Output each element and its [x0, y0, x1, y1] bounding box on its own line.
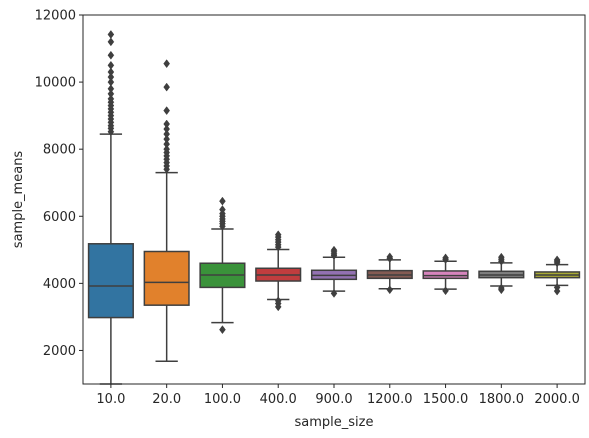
- box-group-1800.0: [478, 252, 525, 295]
- outlier-point: [386, 252, 394, 262]
- outlier-point: [553, 255, 561, 265]
- outlier-point: [219, 325, 226, 335]
- outlier-point: [163, 82, 170, 92]
- box-group-1200.0: [366, 252, 413, 295]
- outlier-point: [163, 129, 170, 139]
- x-tick-label: 400.0: [260, 392, 297, 407]
- x-tick-label: 10.0: [96, 392, 125, 407]
- box-group-100.0: [199, 196, 246, 335]
- x-tick-label: 2000.0: [534, 392, 580, 407]
- box-group-2000.0: [534, 255, 581, 296]
- box-group-20.0: [143, 59, 190, 362]
- iqr-box: [87, 243, 134, 319]
- outlier-point: [330, 245, 338, 255]
- outlier-point: [498, 252, 505, 262]
- outlier-point: [107, 30, 115, 39]
- x-tick-label: 20.0: [152, 392, 181, 407]
- outlier-point: [498, 285, 505, 295]
- outlier-point: [107, 50, 115, 60]
- outlier-point: [107, 72, 115, 82]
- y-tick-label: 8000: [43, 143, 76, 158]
- x-axis-label: sample_size: [295, 415, 374, 430]
- outlier-point: [442, 253, 449, 263]
- outlier-point: [107, 84, 115, 94]
- outlier-point: [163, 144, 170, 154]
- y-tick-label: 2000: [43, 344, 76, 359]
- outlier-point: [163, 106, 170, 116]
- outlier-point: [163, 134, 170, 144]
- outlier-point: [163, 119, 170, 129]
- outlier-point: [553, 286, 561, 296]
- x-tick-label: 100.0: [204, 392, 241, 407]
- iqr-box: [143, 250, 190, 306]
- box-group-1500.0: [422, 253, 469, 296]
- y-tick-label: 4000: [43, 277, 76, 292]
- outlier-point: [163, 59, 170, 69]
- outlier-point: [107, 89, 115, 99]
- outlier-point: [163, 139, 170, 149]
- outlier-point: [219, 205, 226, 214]
- outlier-point: [107, 37, 115, 47]
- outlier-point: [442, 286, 449, 296]
- x-tick-label: 1500.0: [423, 392, 469, 407]
- box-group-10.0: [87, 30, 134, 385]
- y-tick-label: 10000: [35, 76, 76, 91]
- x-tick-label: 900.0: [315, 392, 352, 407]
- iqr-box: [422, 270, 469, 280]
- box-group-900.0: [310, 245, 358, 298]
- outlier-point: [107, 77, 115, 87]
- outlier-point: [107, 60, 115, 70]
- y-axis-label: sample_means: [11, 151, 26, 249]
- y-tick-label: 6000: [43, 210, 76, 225]
- plot-area: [87, 30, 581, 385]
- outlier-point: [107, 94, 115, 104]
- outlier-point: [274, 230, 282, 240]
- outlier-point: [107, 67, 115, 77]
- axes-frame: [82, 14, 586, 385]
- y-axis: 2000 4000 6000 8000 10000 12000: [35, 9, 83, 359]
- outlier-point: [330, 289, 338, 298]
- outlier-point: [219, 196, 226, 206]
- x-tick-label: 1800.0: [479, 392, 525, 407]
- y-tick-label: 12000: [35, 9, 76, 24]
- outlier-point: [274, 302, 282, 312]
- outlier-point: [163, 124, 170, 134]
- x-tick-label: 1200.0: [367, 392, 413, 407]
- box-group-400.0: [255, 230, 302, 312]
- x-axis: 10.0 20.0 100.0 400.0 900.0 1200.0 1500.0 1800.…: [96, 384, 580, 407]
- outlier-point: [386, 285, 394, 295]
